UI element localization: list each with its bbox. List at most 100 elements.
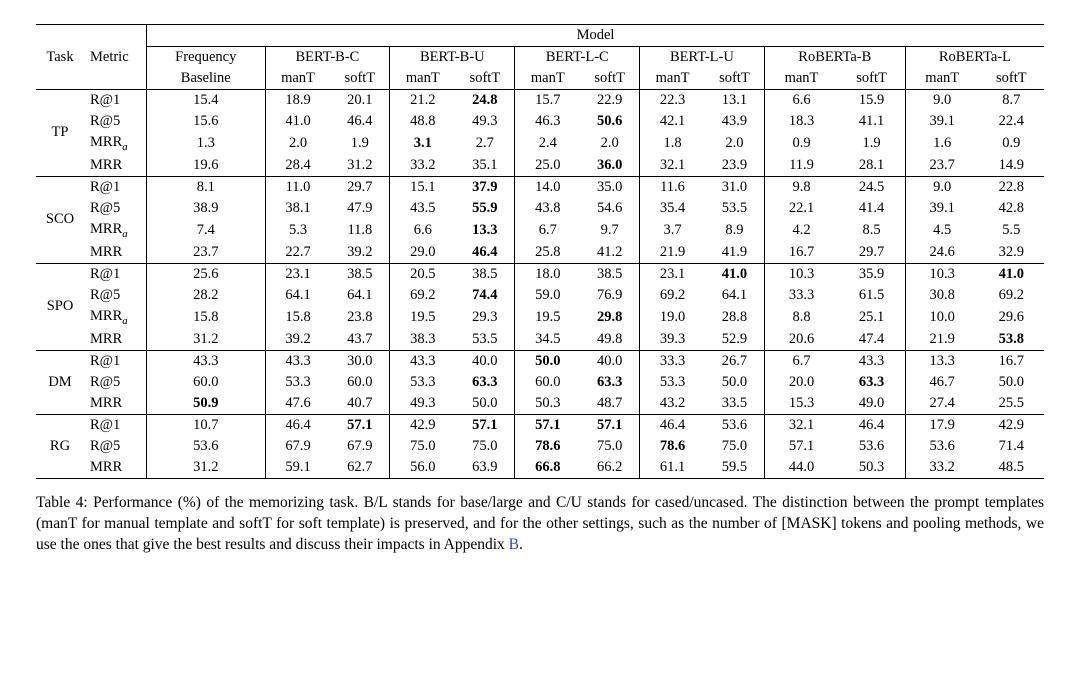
col-softT: softT — [580, 68, 639, 90]
value-cell: 63.3 — [455, 372, 514, 393]
value-cell: 50.0 — [515, 350, 580, 372]
value-cell: 33.2 — [390, 155, 456, 177]
value-cell: 20.1 — [330, 90, 389, 112]
value-cell: 49.3 — [455, 111, 514, 132]
appendix-link[interactable]: B — [509, 536, 519, 553]
value-cell: 30.0 — [330, 350, 389, 372]
value-cell: 33.3 — [640, 350, 705, 372]
value-cell: 32.1 — [764, 414, 838, 436]
value-cell: 46.7 — [905, 372, 978, 393]
value-cell: 78.6 — [640, 436, 705, 457]
value-cell: 3.7 — [640, 219, 705, 242]
value-cell: 22.1 — [764, 198, 838, 219]
col-manT: manT — [905, 68, 978, 90]
metric-label: MRRa — [84, 219, 147, 242]
value-cell: 43.2 — [640, 393, 705, 415]
col-manT: manT — [640, 68, 705, 90]
value-cell: 53.6 — [705, 414, 764, 436]
value-cell: 19.5 — [390, 306, 456, 329]
value-cell: 53.3 — [640, 372, 705, 393]
col-manT: manT — [390, 68, 456, 90]
col-softT: softT — [705, 68, 764, 90]
value-cell: 4.5 — [905, 219, 978, 242]
task-label: TP — [36, 90, 84, 177]
metric-label: R@1 — [84, 263, 147, 285]
value-cell: 20.6 — [764, 329, 838, 351]
value-cell: 2.0 — [705, 132, 764, 155]
value-cell: 9.8 — [764, 176, 838, 198]
value-cell: 22.7 — [265, 242, 330, 264]
value-cell: 63.3 — [838, 372, 905, 393]
value-cell: 53.8 — [979, 329, 1044, 351]
col-manT: manT — [515, 68, 580, 90]
value-cell: 39.2 — [265, 329, 330, 351]
value-cell: 64.1 — [265, 285, 330, 306]
freq-cell: 31.2 — [147, 457, 266, 479]
col-model-5: RoBERTa-L — [905, 47, 1044, 69]
value-cell: 57.1 — [580, 414, 639, 436]
col-model-group: Model — [147, 25, 1045, 47]
value-cell: 31.2 — [330, 155, 389, 177]
value-cell: 5.5 — [979, 219, 1044, 242]
col-softT: softT — [979, 68, 1044, 90]
col-model-1: BERT-B-U — [390, 47, 515, 69]
value-cell: 23.9 — [705, 155, 764, 177]
value-cell: 38.5 — [330, 263, 389, 285]
col-metric: Metric — [84, 25, 147, 90]
value-cell: 41.2 — [580, 242, 639, 264]
table-body: TPR@115.418.920.121.224.815.722.922.313.… — [36, 90, 1044, 479]
value-cell: 71.4 — [979, 436, 1044, 457]
freq-cell: 1.3 — [147, 132, 266, 155]
value-cell: 43.9 — [705, 111, 764, 132]
value-cell: 33.3 — [764, 285, 838, 306]
value-cell: 21.2 — [390, 90, 456, 112]
col-manT: manT — [265, 68, 330, 90]
value-cell: 11.6 — [640, 176, 705, 198]
value-cell: 66.8 — [515, 457, 580, 479]
value-cell: 28.8 — [705, 306, 764, 329]
value-cell: 6.7 — [764, 350, 838, 372]
value-cell: 75.0 — [705, 436, 764, 457]
value-cell: 24.5 — [838, 176, 905, 198]
value-cell: 49.3 — [390, 393, 456, 415]
value-cell: 63.3 — [580, 372, 639, 393]
value-cell: 1.9 — [330, 132, 389, 155]
value-cell: 29.7 — [838, 242, 905, 264]
col-freq-2: Baseline — [147, 68, 266, 90]
value-cell: 47.9 — [330, 198, 389, 219]
value-cell: 49.0 — [838, 393, 905, 415]
value-cell: 19.0 — [640, 306, 705, 329]
value-cell: 1.6 — [905, 132, 978, 155]
value-cell: 22.8 — [979, 176, 1044, 198]
caption-suffix: . — [519, 536, 523, 553]
metric-label: R@5 — [84, 372, 147, 393]
value-cell: 22.9 — [580, 90, 639, 112]
metric-label: R@5 — [84, 436, 147, 457]
value-cell: 48.8 — [390, 111, 456, 132]
freq-cell: 19.6 — [147, 155, 266, 177]
value-cell: 57.1 — [455, 414, 514, 436]
value-cell: 24.8 — [455, 90, 514, 112]
freq-cell: 7.4 — [147, 219, 266, 242]
value-cell: 48.7 — [580, 393, 639, 415]
value-cell: 76.9 — [580, 285, 639, 306]
value-cell: 11.0 — [265, 176, 330, 198]
value-cell: 10.3 — [764, 263, 838, 285]
value-cell: 50.3 — [515, 393, 580, 415]
value-cell: 21.9 — [905, 329, 978, 351]
value-cell: 18.9 — [265, 90, 330, 112]
value-cell: 61.5 — [838, 285, 905, 306]
value-cell: 17.9 — [905, 414, 978, 436]
value-cell: 13.1 — [705, 90, 764, 112]
value-cell: 28.1 — [838, 155, 905, 177]
value-cell: 34.5 — [515, 329, 580, 351]
value-cell: 31.0 — [705, 176, 764, 198]
value-cell: 42.9 — [979, 414, 1044, 436]
value-cell: 8.7 — [979, 90, 1044, 112]
value-cell: 64.1 — [330, 285, 389, 306]
value-cell: 39.1 — [905, 111, 978, 132]
freq-cell: 15.8 — [147, 306, 266, 329]
value-cell: 56.0 — [390, 457, 456, 479]
value-cell: 41.0 — [265, 111, 330, 132]
value-cell: 20.5 — [390, 263, 456, 285]
